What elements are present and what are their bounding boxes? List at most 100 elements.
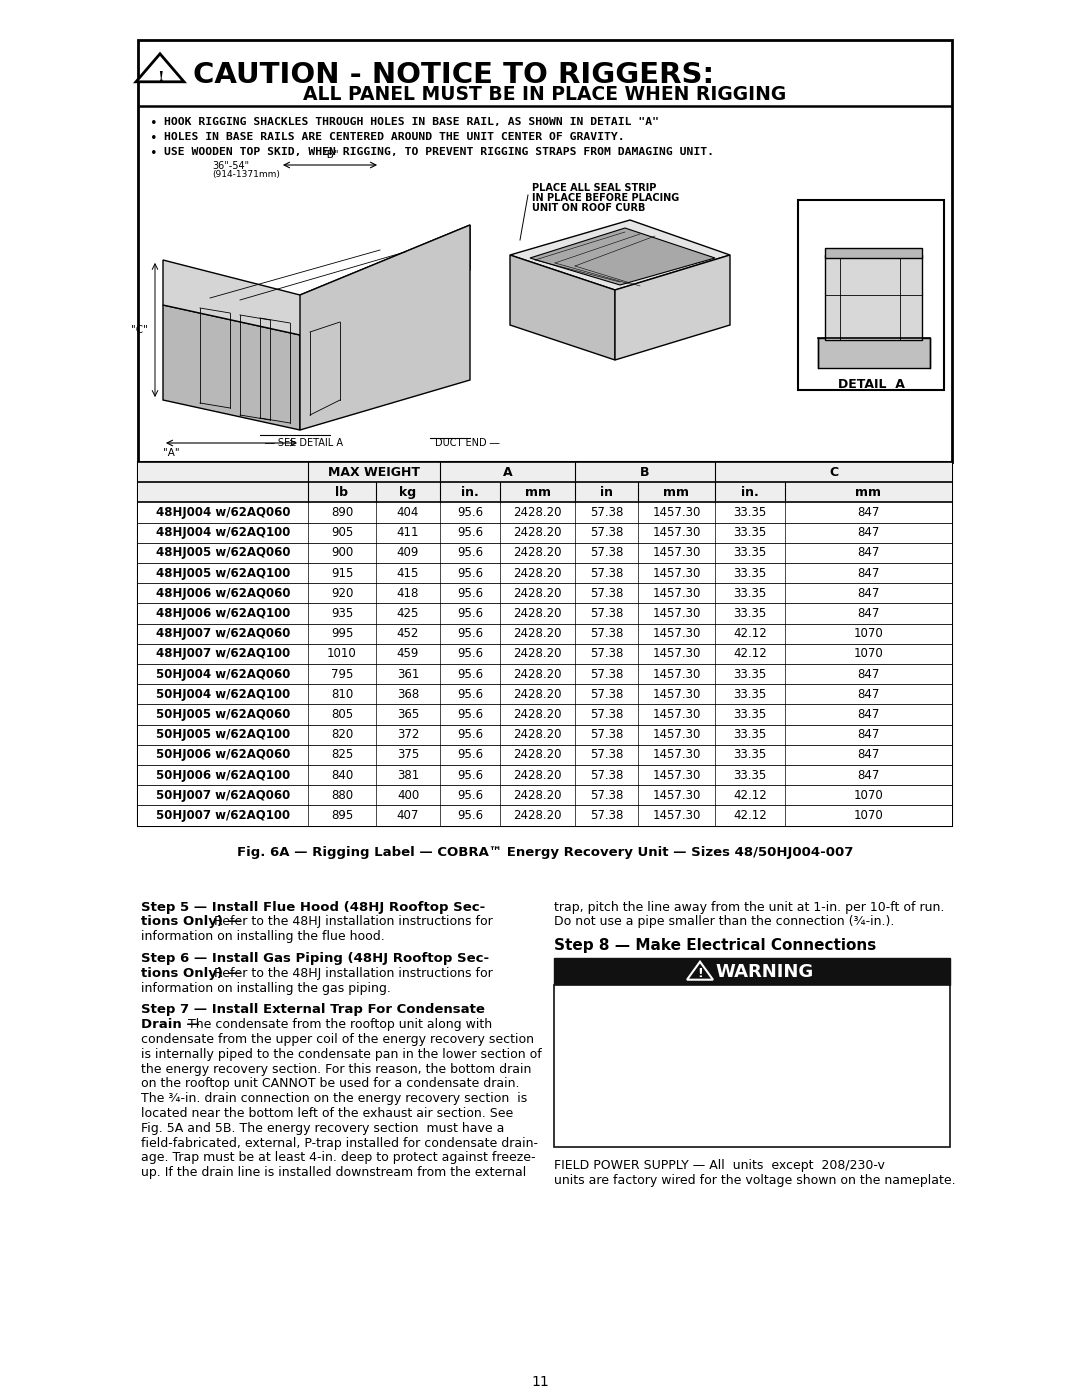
Text: 915: 915 [330,567,353,580]
Text: 847: 847 [858,708,880,721]
Text: in: in [600,486,613,499]
Text: 404: 404 [396,506,419,520]
Text: (914-1371mm): (914-1371mm) [212,170,280,179]
Text: 50HJ004 w/62AQ100: 50HJ004 w/62AQ100 [156,687,291,701]
Text: 1457.30: 1457.30 [652,546,701,559]
Text: 50HJ005 w/62AQ060: 50HJ005 w/62AQ060 [156,708,291,721]
Text: 57.38: 57.38 [590,789,623,802]
Text: 33.35: 33.35 [733,506,767,520]
Polygon shape [530,228,715,285]
Text: 57.38: 57.38 [590,527,623,539]
Polygon shape [825,256,922,339]
Text: 407: 407 [396,809,419,821]
Text: 1070: 1070 [853,627,883,640]
Text: 50HJ006 w/62AQ100: 50HJ006 w/62AQ100 [156,768,291,781]
Polygon shape [300,225,470,430]
Text: Fig. 6A — Rigging Label — COBRA™ Energy Recovery Unit — Sizes 48/50HJ004-007: Fig. 6A — Rigging Label — COBRA™ Energy … [237,845,853,859]
Text: Step 6 — Install Gas Piping (48HJ Rooftop Sec-: Step 6 — Install Gas Piping (48HJ Roofto… [141,951,489,965]
Text: mm: mm [663,486,689,499]
Bar [138,766,951,785]
Text: 847: 847 [858,768,880,781]
Text: 409: 409 [396,546,419,559]
Text: ure to follow this warning could result in the installer being: ure to follow this warning could result … [561,1111,922,1123]
Bar [138,462,951,482]
Text: 33.35: 33.35 [733,728,767,742]
Text: Step 5 — Install Flue Hood (48HJ Rooftop Sec-: Step 5 — Install Flue Hood (48HJ Rooftop… [141,901,485,914]
Text: 57.38: 57.38 [590,546,623,559]
Text: !: ! [697,967,703,981]
Text: 33.35: 33.35 [733,567,767,580]
Text: 368: 368 [396,687,419,701]
Text: MAX WEIGHT: MAX WEIGHT [328,465,420,479]
Text: 95.6: 95.6 [457,768,483,781]
Text: 33.35: 33.35 [733,546,767,559]
Text: in.: in. [461,486,478,499]
Text: FIELD POWER SUPPLY — All  units  except  208/230-v: FIELD POWER SUPPLY — All units except 20… [554,1160,885,1172]
Text: 33.35: 33.35 [733,687,767,701]
Text: 847: 847 [858,546,880,559]
Text: 1070: 1070 [853,809,883,821]
Text: 1457.30: 1457.30 [652,668,701,680]
Text: HOLES IN BASE RAILS ARE CENTERED AROUND THE UNIT CENTER OF GRAVITY.: HOLES IN BASE RAILS ARE CENTERED AROUND … [164,131,624,142]
Text: Refer to the 48HJ installation instructions for: Refer to the 48HJ installation instructi… [214,915,492,929]
Text: 795: 795 [330,668,353,680]
Bar [138,664,951,685]
Bar [138,623,951,644]
Text: 935: 935 [330,608,353,620]
Text: 905: 905 [330,527,353,539]
Text: 50HJ004 w/62AQ060: 50HJ004 w/62AQ060 [156,668,291,680]
Bar [138,482,951,503]
Text: 2428.20: 2428.20 [513,809,562,821]
Text: 840: 840 [330,768,353,781]
Text: liable for personal injury of others.: liable for personal injury of others. [561,1126,773,1139]
Text: 1010: 1010 [327,647,356,661]
Text: 48HJ006 w/62AQ060: 48HJ006 w/62AQ060 [156,587,291,599]
Text: electrical wire connected to unit ground lug in control com-: electrical wire connected to unit ground… [561,1037,924,1049]
Text: 57.38: 57.38 [590,708,623,721]
Text: B: B [640,465,650,479]
Text: 2428.20: 2428.20 [513,749,562,761]
Bar [798,200,944,390]
Text: 900: 900 [330,546,353,559]
Polygon shape [163,305,300,430]
Text: C: C [829,465,838,479]
Text: 847: 847 [858,687,880,701]
Text: 11: 11 [531,1375,549,1389]
Text: 452: 452 [396,627,419,640]
Text: •: • [150,147,158,161]
Text: 1070: 1070 [853,789,883,802]
Text: 805: 805 [330,708,353,721]
Text: 95.6: 95.6 [457,708,483,721]
Text: an electrical fault should occur. This ground may consist of: an electrical fault should occur. This g… [561,1021,922,1035]
Text: 381: 381 [396,768,419,781]
Polygon shape [510,219,730,291]
Bar [138,563,951,583]
Text: 95.6: 95.6 [457,809,483,821]
Text: 95.6: 95.6 [457,687,483,701]
Text: •: • [150,117,158,130]
Text: 36"-54": 36"-54" [212,161,249,170]
Text: 2428.20: 2428.20 [513,587,562,599]
Text: ― SEE DETAIL A: ― SEE DETAIL A [265,439,343,448]
Text: 48HJ004 w/62AQ060: 48HJ004 w/62AQ060 [156,506,291,520]
Text: "C": "C" [131,326,148,335]
Text: CAUTION - NOTICE TO RIGGERS:: CAUTION - NOTICE TO RIGGERS: [193,61,714,89]
Text: 825: 825 [330,749,353,761]
Bar [138,41,951,462]
Bar [138,685,951,704]
Text: cal ground to minimize the possibility of personal injury if: cal ground to minimize the possibility o… [561,1007,914,1020]
Text: 1457.30: 1457.30 [652,789,701,802]
Text: 1457.30: 1457.30 [652,687,701,701]
Text: is internally piped to the condensate pan in the lower section of: is internally piped to the condensate pa… [141,1048,542,1060]
Text: 847: 847 [858,668,880,680]
Text: 33.35: 33.35 [733,527,767,539]
Text: Fig. 5A and 5B. The energy recovery section  must have a: Fig. 5A and 5B. The energy recovery sect… [141,1122,504,1134]
Polygon shape [818,338,930,367]
Text: 1457.30: 1457.30 [652,768,701,781]
Text: 95.6: 95.6 [457,546,483,559]
Text: 847: 847 [858,567,880,580]
Text: IN PLACE BEFORE PLACING: IN PLACE BEFORE PLACING [532,193,679,203]
Text: HOOK RIGGING SHACKLES THROUGH HOLES IN BASE RAIL, AS SHOWN IN DETAIL "A": HOOK RIGGING SHACKLES THROUGH HOLES IN B… [164,117,659,127]
Text: 42.12: 42.12 [733,647,767,661]
Text: ALL PANEL MUST BE IN PLACE WHEN RIGGING: ALL PANEL MUST BE IN PLACE WHEN RIGGING [303,85,786,105]
